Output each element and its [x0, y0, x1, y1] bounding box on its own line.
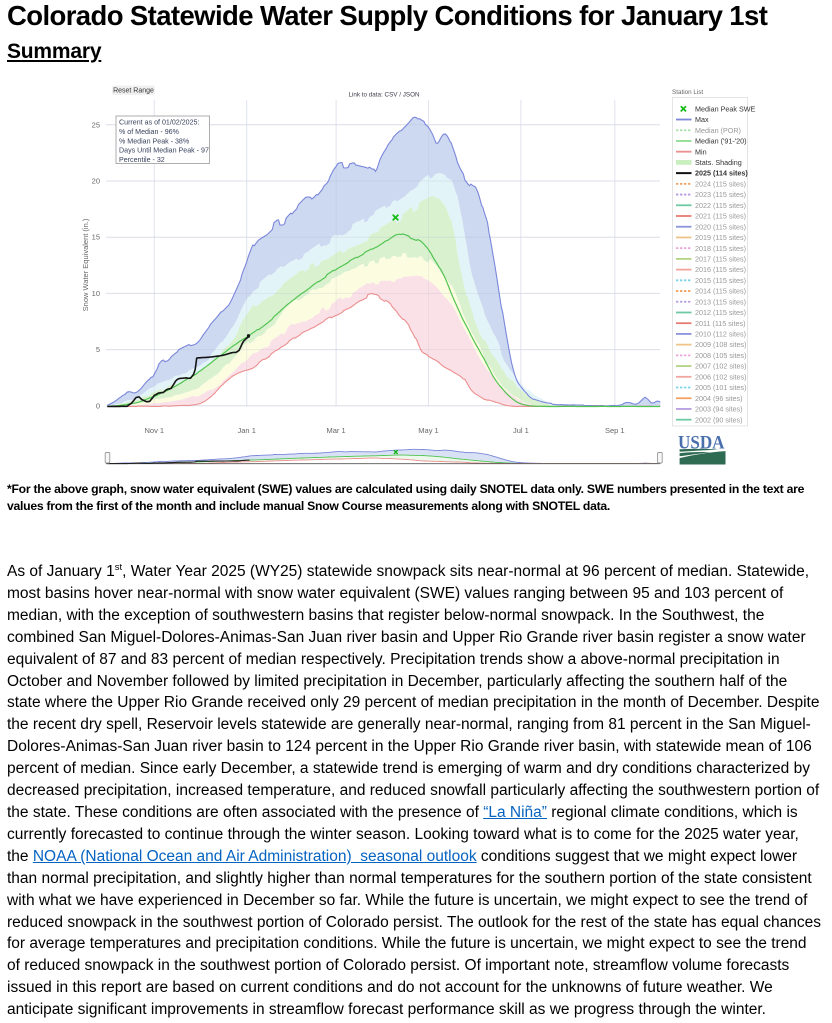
svg-text:2018 (115 sites): 2018 (115 sites) [695, 244, 746, 253]
svg-text:10: 10 [92, 289, 100, 298]
svg-text:Jan 1: Jan 1 [238, 426, 256, 435]
svg-text:2005 (101 sites): 2005 (101 sites) [695, 383, 747, 392]
svg-text:2013 (115 sites): 2013 (115 sites) [695, 297, 746, 306]
svg-text:Station List: Station List [672, 89, 703, 96]
svg-text:Max: Max [695, 115, 709, 124]
svg-text:2021 (115 sites): 2021 (115 sites) [695, 212, 746, 221]
svg-text:2002 (90 sites): 2002 (90 sites) [695, 415, 743, 424]
svg-text:2016 (115 sites): 2016 (115 sites) [695, 265, 746, 274]
svg-text:2004 (96 sites): 2004 (96 sites) [695, 394, 743, 403]
svg-text:2014 (115 sites): 2014 (115 sites) [695, 287, 746, 296]
svg-text:2024 (115 sites): 2024 (115 sites) [695, 179, 746, 188]
svg-text:2003 (94 sites): 2003 (94 sites) [695, 405, 743, 414]
svg-text:Nov 1: Nov 1 [145, 426, 165, 435]
svg-text:Snow Water Equivalent (in.): Snow Water Equivalent (in.) [81, 218, 90, 311]
svg-text:Reset Range: Reset Range [113, 88, 154, 95]
svg-text:2007 (102 sites): 2007 (102 sites) [695, 362, 747, 371]
svg-text:5: 5 [96, 345, 100, 354]
svg-text:2009 (108 sites): 2009 (108 sites) [695, 340, 747, 349]
svg-text:2023 (115 sites): 2023 (115 sites) [695, 190, 746, 199]
svg-text:2012 (115 sites): 2012 (115 sites) [695, 308, 746, 317]
svg-text:Link to data: CSV / JSON: Link to data: CSV / JSON [348, 92, 419, 99]
svg-text:2006 (102 sites): 2006 (102 sites) [695, 372, 747, 381]
svg-text:Stats. Shading: Stats. Shading [695, 158, 742, 167]
svg-text:Sep 1: Sep 1 [605, 426, 625, 435]
svg-text:USDA: USDA [678, 433, 725, 454]
svg-text:Median ('91-'20): Median ('91-'20) [695, 137, 747, 146]
svg-text:2010 (112 sites): 2010 (112 sites) [695, 330, 746, 339]
svg-text:2008 (105 sites): 2008 (105 sites) [695, 351, 747, 360]
svg-text:15: 15 [92, 233, 100, 242]
svg-text:% of Median - 96%: % of Median - 96% [119, 128, 180, 136]
svg-text:2017 (115 sites): 2017 (115 sites) [695, 254, 746, 263]
svg-text:Days Until Median Peak - 97: Days Until Median Peak - 97 [119, 147, 209, 155]
svg-text:Min: Min [695, 147, 707, 156]
svg-text:Mar 1: Mar 1 [327, 426, 346, 435]
svg-text:Median (POR): Median (POR) [695, 126, 741, 135]
svg-text:20: 20 [92, 177, 100, 186]
svg-text:Current as of 01/02/2025:: Current as of 01/02/2025: [119, 119, 199, 127]
svg-text:2019 (115 sites): 2019 (115 sites) [695, 233, 746, 242]
svg-text:2025 (114 sites): 2025 (114 sites) [695, 169, 748, 178]
svg-text:2011 (115 sites): 2011 (115 sites) [695, 319, 745, 328]
svg-text:25: 25 [92, 120, 100, 129]
svg-text:% Median Peak - 38%: % Median Peak - 38% [119, 137, 190, 145]
svg-text:Jul 1: Jul 1 [513, 426, 529, 435]
svg-text:Percentile - 32: Percentile - 32 [119, 156, 165, 164]
svg-text:2022 (115 sites): 2022 (115 sites) [695, 201, 746, 210]
svg-text:2015 (115 sites): 2015 (115 sites) [695, 276, 746, 285]
svg-text:Median Peak SWE: Median Peak SWE [695, 104, 756, 113]
svg-text:May 1: May 1 [418, 426, 438, 435]
svg-text:0: 0 [96, 401, 100, 410]
svg-text:2020 (115 sites): 2020 (115 sites) [695, 222, 746, 231]
